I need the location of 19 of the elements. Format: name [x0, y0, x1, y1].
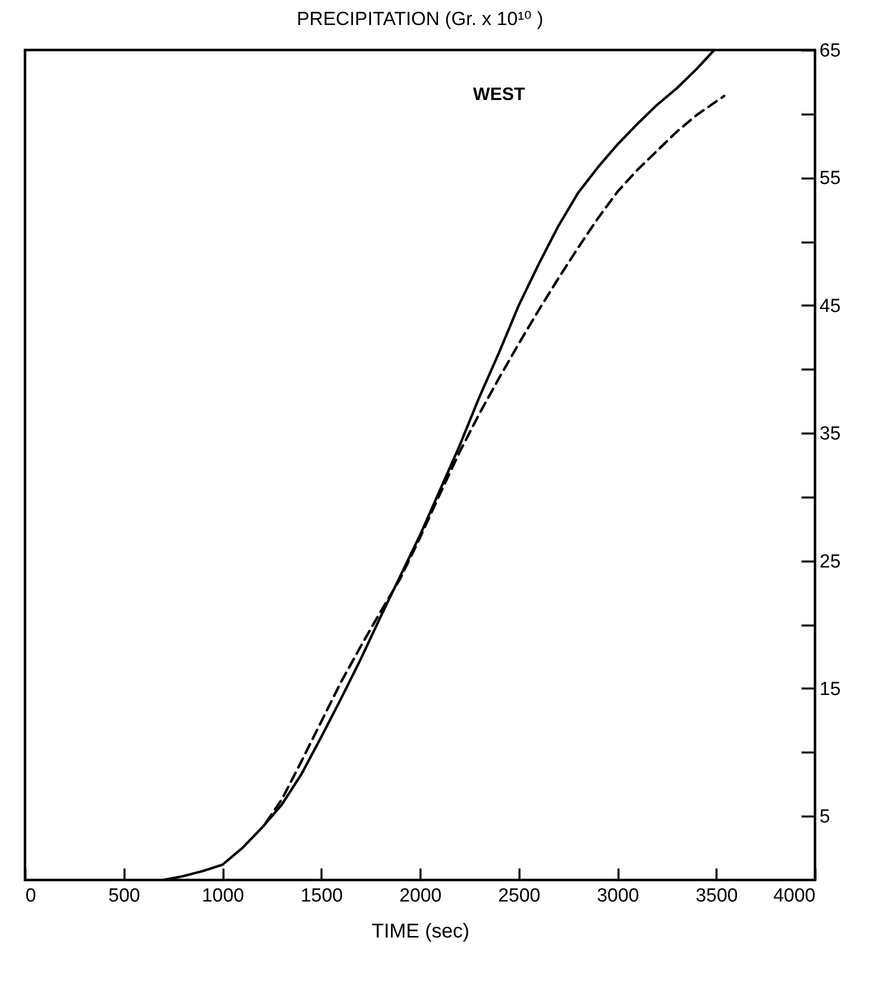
y-tick-label: 5 — [820, 806, 830, 828]
x-tick-label: 1000 — [202, 886, 244, 906]
chart-title: PRECIPITATION (Gr. x 10¹⁰ ) — [296, 9, 544, 30]
y-tick-label: 55 — [820, 168, 841, 190]
y-tick-label: 65 — [820, 40, 841, 62]
x-tick-label: 4000 — [773, 886, 816, 906]
x-axis-title: TIME (sec) — [372, 920, 470, 942]
y-tick-label: 15 — [820, 678, 841, 700]
annotation: WEST — [473, 84, 525, 104]
x-tick-label: 3500 — [696, 886, 738, 906]
x-tick-label: 2500 — [498, 886, 540, 906]
x-tick-label: 2000 — [399, 886, 442, 906]
x-tick-label: 1500 — [300, 886, 343, 906]
y-tick-label: 45 — [820, 296, 841, 317]
y-tick-label: 35 — [820, 424, 841, 445]
x-tick-label: 500 — [108, 886, 140, 906]
y-tick-label: 25 — [820, 551, 841, 572]
x-tick-label: 0 — [26, 886, 36, 906]
x-tick-label: 3000 — [596, 886, 640, 906]
